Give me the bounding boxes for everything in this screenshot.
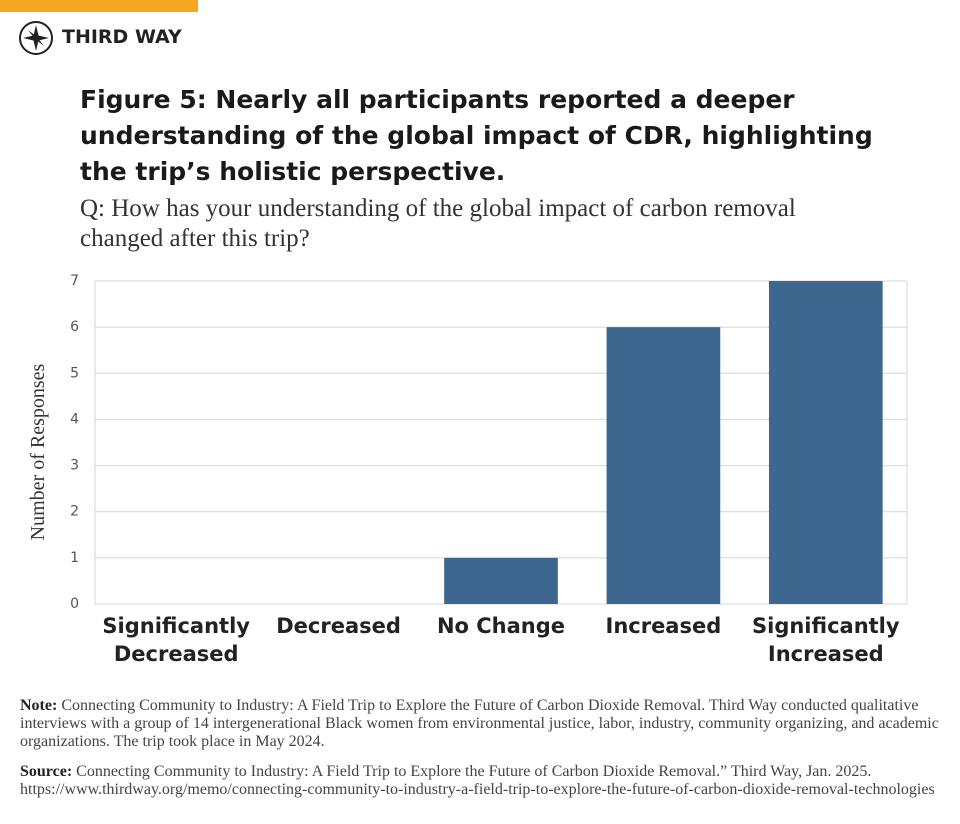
y-axis-label: Number of Responses [27, 363, 49, 540]
x-tick-label: Significantly Decreased [102, 614, 250, 666]
y-tick-label: 1 [70, 550, 79, 566]
note-label: Note: [20, 697, 58, 714]
source: Source: Connecting Community to Industry… [20, 763, 940, 799]
source-label: Source: [20, 763, 73, 780]
y-tick-label: 2 [70, 504, 79, 520]
y-tick-label: 5 [70, 365, 79, 381]
accent-bar [0, 0, 198, 12]
y-tick-label: 3 [70, 458, 79, 474]
chart-subtitle: Q: How has your understanding of the glo… [80, 195, 796, 252]
x-tick-label: No Change [436, 614, 566, 638]
brand: THIRD WAY [62, 26, 182, 48]
logo [19, 21, 53, 55]
y-tick-label: 7 [70, 273, 79, 289]
x-tick-label: Decreased [276, 614, 401, 638]
bar [768, 281, 883, 604]
bar [444, 557, 558, 604]
y-tick-label: 0 [70, 596, 79, 612]
note: Note: Connecting Community to Industry: … [20, 697, 940, 751]
note-text: Connecting Community to Industry: A Fiel… [20, 697, 939, 750]
chart-title: Figure 5: Nearly all participants report… [80, 85, 873, 186]
y-tick-label: 4 [70, 411, 79, 427]
x-tick-label: Increased [605, 614, 722, 638]
source-text: Connecting Community to Industry: A Fiel… [20, 763, 935, 798]
chart: Number of Responses 0 1 2 3 4 5 6 7 [27, 273, 908, 612]
bar [606, 327, 721, 604]
x-tick-label: Significantly Increased [752, 614, 900, 666]
y-tick-label: 6 [70, 319, 79, 335]
